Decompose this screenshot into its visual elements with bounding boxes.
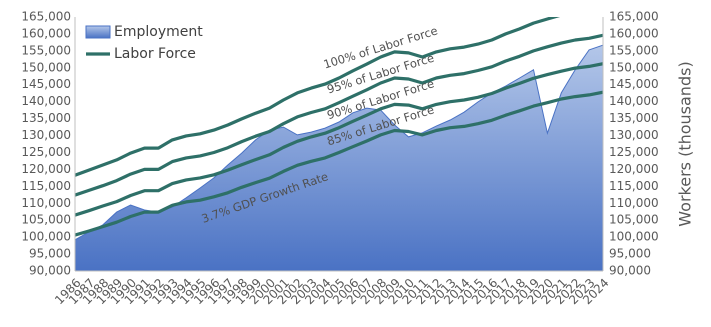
plot-area bbox=[75, 17, 603, 271]
line bbox=[75, 17, 561, 177]
legend-label: Labor Force bbox=[114, 46, 196, 62]
legend-swatch bbox=[85, 25, 111, 39]
y2-tick-label: 160,000 bbox=[609, 26, 659, 40]
y2-tick-label: 115,000 bbox=[609, 179, 659, 193]
y-tick-label: 105,000 bbox=[21, 213, 71, 227]
line bbox=[75, 90, 603, 237]
y2-tick-label: 165,000 bbox=[609, 10, 659, 24]
y-tick-label: 110,000 bbox=[21, 196, 71, 210]
y2-tick-label: 150,000 bbox=[609, 60, 659, 74]
line bbox=[75, 62, 603, 217]
y-tick-label: 150,000 bbox=[21, 60, 71, 74]
y-tick-label: 100,000 bbox=[21, 230, 71, 244]
y2-tick-label: 135,000 bbox=[609, 111, 659, 125]
y-axis-title: Workers (thousands) bbox=[676, 61, 695, 226]
legend-label: Employment bbox=[114, 24, 203, 40]
y2-tick-label: 100,000 bbox=[609, 230, 659, 244]
y2-tick-label: 120,000 bbox=[609, 162, 659, 176]
y-tick-label: 115,000 bbox=[21, 179, 71, 193]
y2-tick-label: 90,000 bbox=[609, 264, 651, 278]
y-tick-label: 130,000 bbox=[21, 128, 71, 142]
y-tick-label: 140,000 bbox=[21, 94, 71, 108]
line bbox=[75, 33, 603, 197]
y-tick-label: 125,000 bbox=[21, 145, 71, 159]
y2-tick-label: 110,000 bbox=[609, 196, 659, 210]
y-tick-label: 90,000 bbox=[29, 264, 71, 278]
y-tick-label: 160,000 bbox=[21, 26, 71, 40]
y2-tick-label: 125,000 bbox=[609, 145, 659, 159]
y-tick-label: 135,000 bbox=[21, 111, 71, 125]
y2-tick-label: 155,000 bbox=[609, 43, 659, 57]
y2-tick-label: 105,000 bbox=[609, 213, 659, 227]
y-tick-label: 155,000 bbox=[21, 43, 71, 57]
y-tick-label: 95,000 bbox=[29, 247, 71, 261]
y2-tick-label: 130,000 bbox=[609, 128, 659, 142]
y2-tick-label: 95,000 bbox=[609, 247, 651, 261]
y-tick-label: 120,000 bbox=[21, 162, 71, 176]
y2-tick-label: 145,000 bbox=[609, 77, 659, 91]
y2-tick-label: 140,000 bbox=[609, 94, 659, 108]
y-tick-label: 145,000 bbox=[21, 77, 71, 91]
y-tick-label: 165,000 bbox=[21, 10, 71, 24]
